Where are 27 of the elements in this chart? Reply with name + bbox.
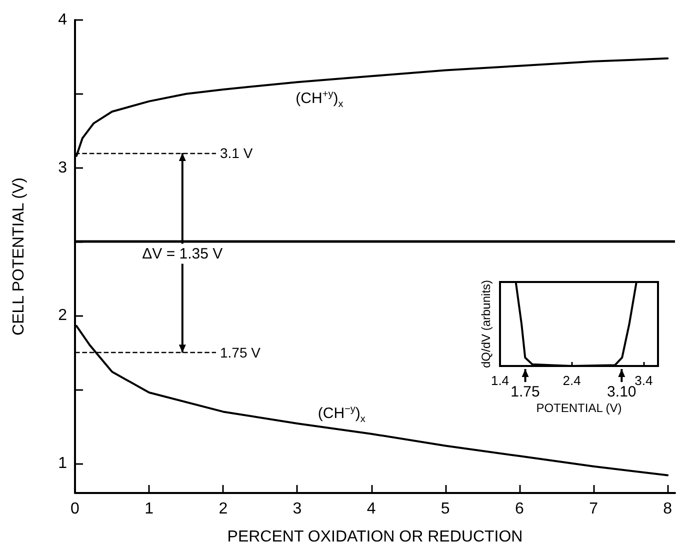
annotation: 1.75	[510, 384, 540, 400]
x-tick-label: 4	[366, 500, 376, 518]
x-tick-label: 1.4	[490, 373, 510, 388]
series-label: (CH$^{+y}$)$_{x}$	[296, 88, 344, 110]
x-tick-label: 6	[514, 500, 524, 518]
x-tick-label: 0	[70, 500, 80, 518]
y-axis-title: dQ/dV (arbunits)	[479, 280, 493, 368]
x-tick-label: 8	[663, 500, 672, 518]
x-axis-title: PERCENT OXIDATION OR REDUCTION	[227, 528, 523, 546]
annotation: ΔV = 1.35 V	[142, 245, 223, 262]
x-tick-label: 5	[440, 500, 450, 518]
x-tick-label: 3	[292, 500, 302, 518]
y-tick-label: 3	[58, 159, 68, 176]
x-tick-label: 2.4	[562, 373, 581, 388]
x-tick-label: 2	[218, 500, 228, 518]
ref-line-label: 1.75 V	[220, 344, 262, 361]
x-tick-label: 3.4	[634, 373, 653, 388]
x-tick-label: 7	[589, 500, 598, 518]
ref-line-label: 3.1 V	[220, 145, 254, 162]
series-label: (CH$^{−y}$)$_{x}$	[318, 404, 366, 425]
x-axis-title: POTENTIAL (V)	[536, 401, 622, 415]
y-tick-label: 1	[58, 454, 68, 472]
annotation: 3.10	[607, 384, 636, 400]
x-tick-label: 1	[144, 500, 154, 518]
y-tick-label: 4	[58, 12, 68, 28]
y-tick-label: 2	[58, 307, 68, 324]
y-axis-title: CELL POTENTIAL (V)	[10, 178, 28, 336]
